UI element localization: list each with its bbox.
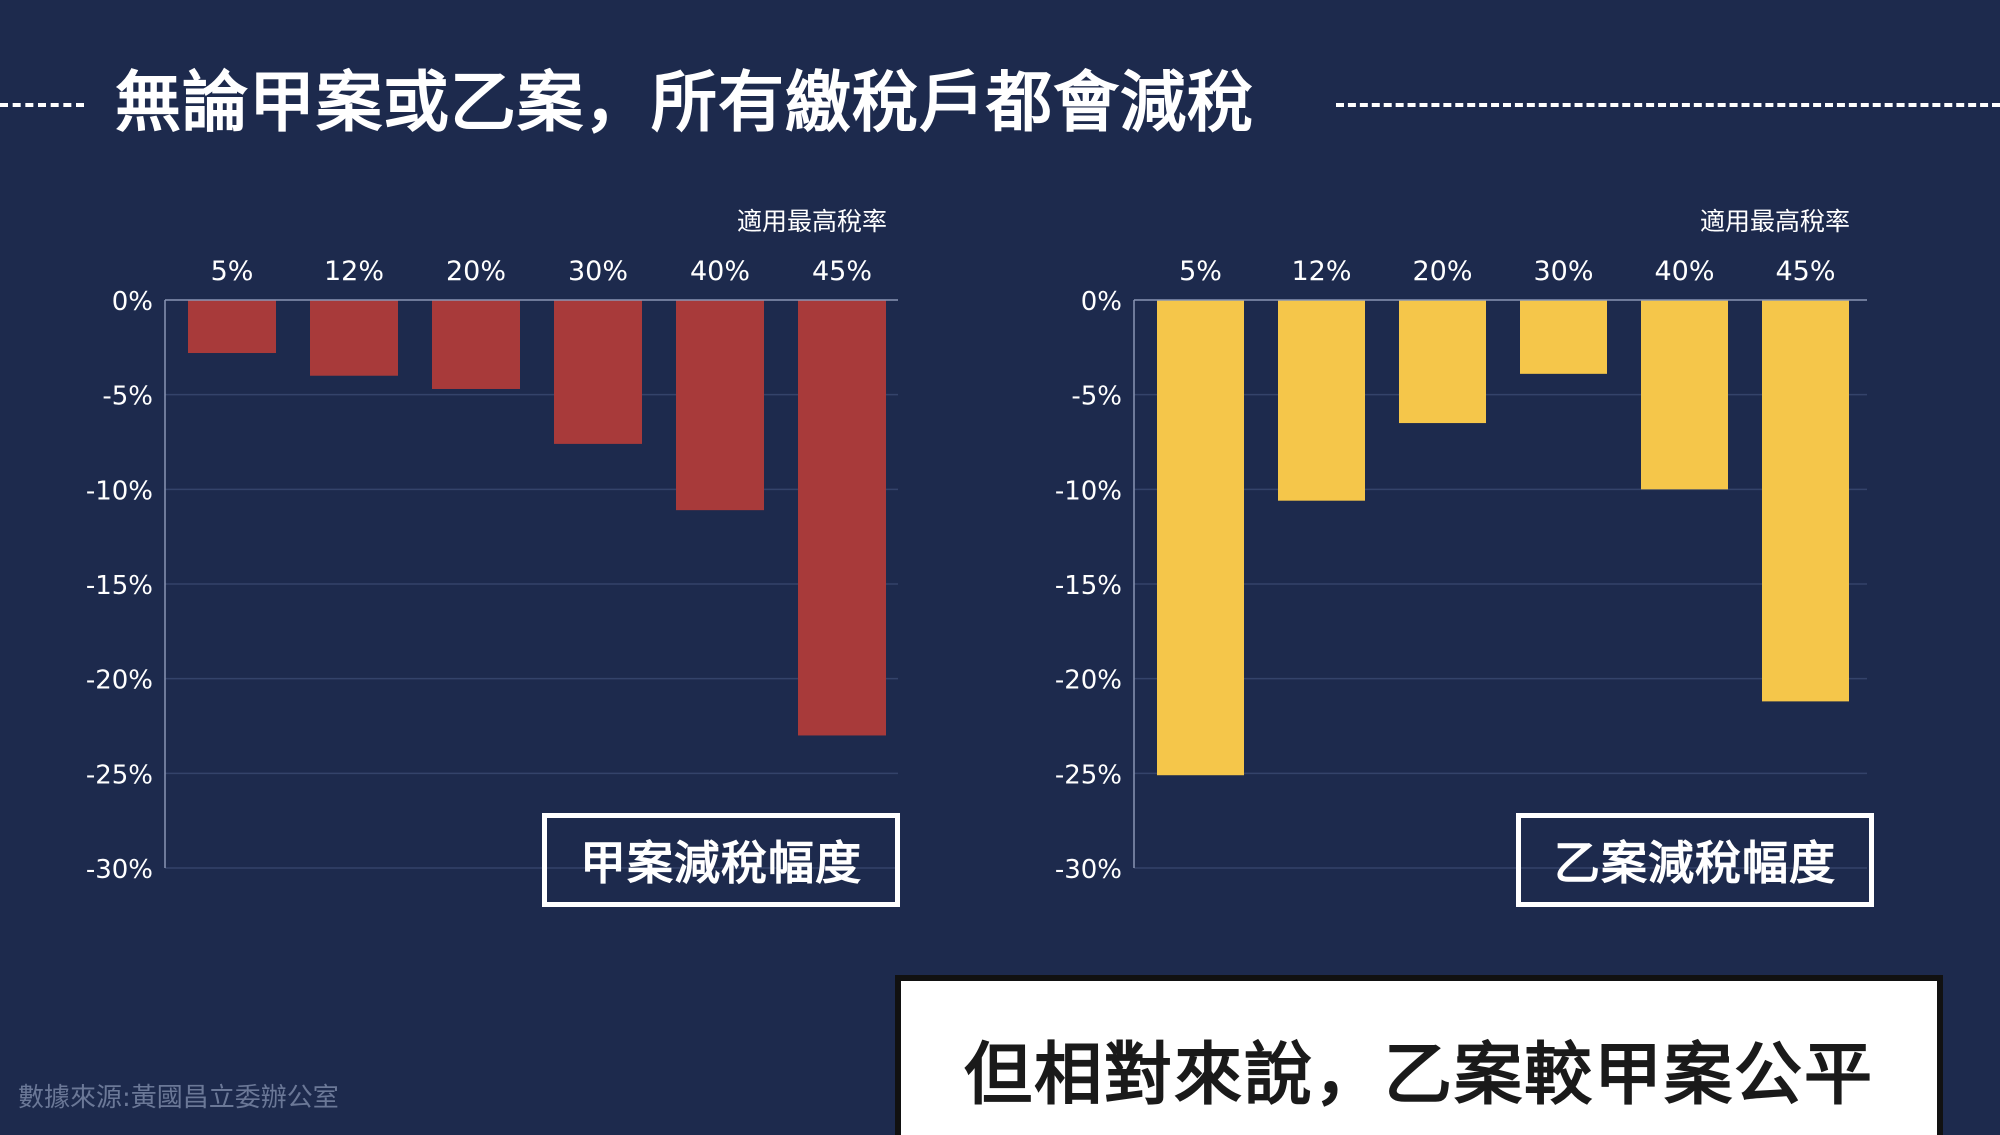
y-tick-label-a-4: -20%: [86, 666, 153, 696]
x-axis-title-b: 適用最高稅率: [1700, 207, 1850, 236]
x-tick-label-b-0: 5%: [1179, 256, 1222, 287]
bar-a-4: [676, 300, 764, 511]
bar-b-1: [1278, 300, 1365, 501]
legend-plan-a: 甲案減稅幅度: [542, 813, 900, 907]
x-tick-label-a-1: 12%: [324, 256, 384, 287]
bar-a-1: [310, 300, 398, 376]
y-tick-label-b-2: -10%: [1055, 476, 1122, 506]
y-tick-label-b-1: -5%: [1071, 382, 1122, 412]
bar-b-0: [1157, 300, 1244, 776]
bar-a-5: [798, 300, 886, 736]
x-tick-label-a-2: 20%: [446, 256, 506, 287]
y-tick-label-b-4: -20%: [1055, 666, 1122, 696]
legend-plan-b: 乙案減稅幅度: [1516, 813, 1874, 907]
y-tick-label-b-3: -15%: [1055, 571, 1122, 601]
bar-a-2: [432, 300, 520, 389]
x-tick-label-a-0: 5%: [211, 256, 254, 287]
y-tick-label-a-3: -15%: [86, 571, 153, 601]
bar-b-5: [1762, 300, 1849, 702]
title-dash-right: [1336, 103, 2000, 107]
y-tick-label-a-6: -30%: [86, 855, 153, 885]
y-tick-label-a-0: 0%: [112, 287, 153, 317]
y-tick-label-b-5: -25%: [1055, 760, 1122, 790]
bar-a-3: [554, 300, 642, 444]
x-tick-label-a-4: 40%: [690, 256, 750, 287]
y-tick-label-b-0: 0%: [1081, 287, 1122, 317]
x-tick-label-a-5: 45%: [812, 256, 872, 287]
x-tick-label-a-3: 30%: [568, 256, 628, 287]
y-tick-label-a-2: -10%: [86, 476, 153, 506]
bar-b-3: [1520, 300, 1607, 374]
x-tick-label-b-2: 20%: [1412, 256, 1472, 287]
y-tick-label-a-1: -5%: [102, 382, 153, 412]
page-title: 無論甲案或乙案，所有繳稅戶都會減稅: [115, 64, 1254, 141]
bar-b-4: [1641, 300, 1728, 490]
x-axis-title-a: 適用最高稅率: [737, 207, 887, 236]
x-tick-label-b-3: 30%: [1533, 256, 1593, 287]
y-tick-label-a-5: -25%: [86, 760, 153, 790]
bar-b-2: [1399, 300, 1486, 424]
title-dash-left: [0, 103, 84, 107]
x-tick-label-b-4: 40%: [1654, 256, 1714, 287]
source-note: 數據來源:黃國昌立委辦公室: [18, 1083, 339, 1113]
conclusion-banner: 但相對來說，乙案較甲案公平: [895, 975, 1943, 1135]
y-tick-label-b-6: -30%: [1055, 855, 1122, 885]
bar-a-0: [188, 300, 276, 354]
x-tick-label-b-1: 12%: [1291, 256, 1351, 287]
title-row: 無論甲案或乙案，所有繳稅戶都會減稅: [0, 55, 2000, 150]
x-tick-label-b-5: 45%: [1775, 256, 1835, 287]
